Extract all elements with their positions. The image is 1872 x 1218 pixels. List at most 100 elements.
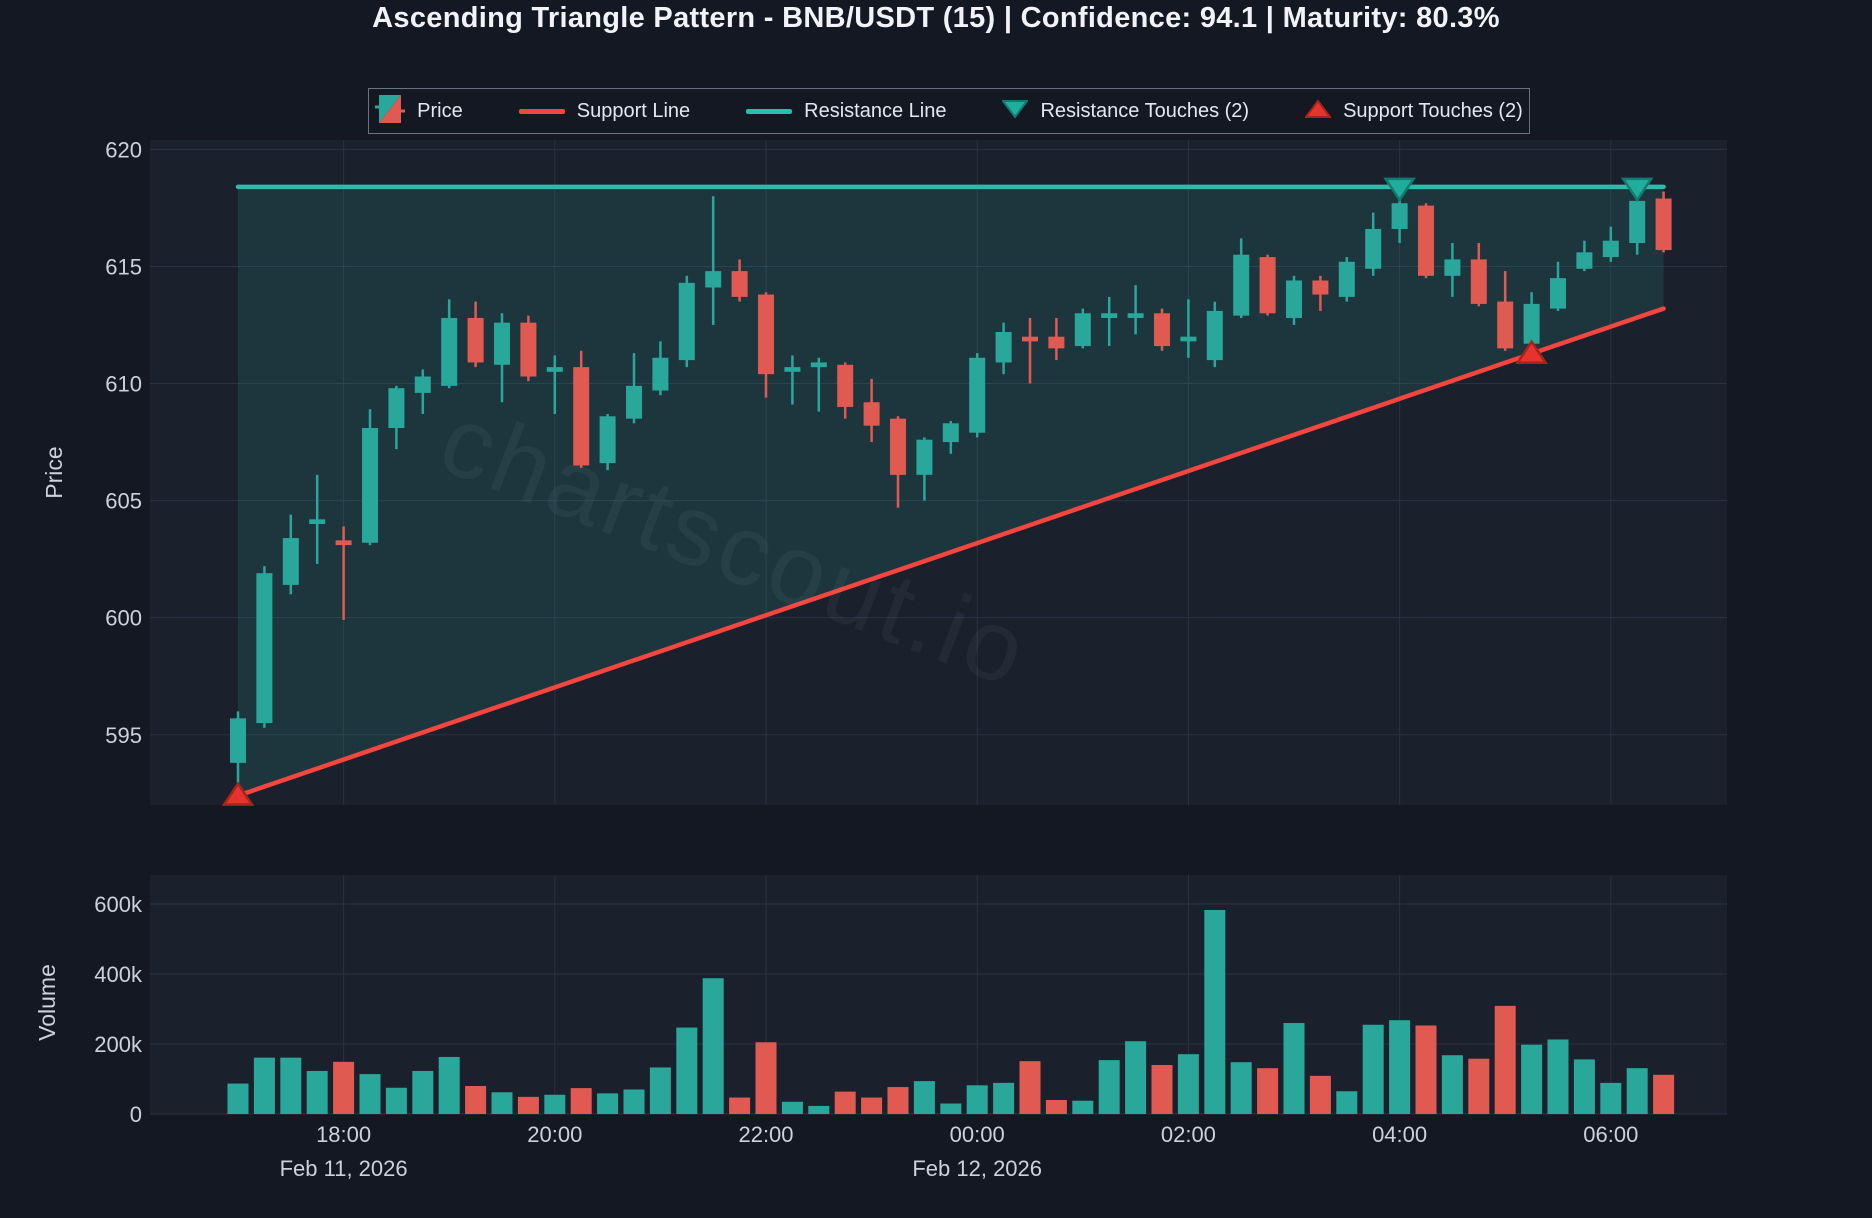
volume-bar [1125,1041,1147,1114]
volume-bar [1600,1082,1622,1114]
candle [599,416,616,464]
candlestick-icon [375,93,406,130]
volume-bars [227,909,1675,1114]
volume-bar [676,1027,698,1114]
candle [863,402,880,426]
svg-text:600: 600 [105,606,142,631]
volume-bar [359,1074,381,1114]
volume-bar [253,1057,275,1114]
svg-text:20:00: 20:00 [527,1122,582,1147]
legend-item-resistance-touches[interactable]: Resistance Touches (2) [1001,99,1249,124]
candle [1312,280,1329,295]
volume-bar [1257,1068,1279,1114]
svg-text:04:00: 04:00 [1372,1122,1427,1147]
volume-bar [1362,1024,1384,1114]
axis-labels: 620 615 610 605 600 595 600k 400k 200k 0 18:00 20:0… [34,137,1638,1181]
legend-label: Price [417,99,463,122]
candle [282,538,299,585]
support-line-icon [518,108,565,114]
candle [1418,205,1434,276]
candle [784,367,801,372]
candle [1655,198,1672,251]
candle [1286,280,1302,318]
volume-bar [517,1096,539,1114]
candle [362,428,378,543]
volume-bar [570,1088,592,1114]
volume-bar [1151,1065,1173,1114]
candle [520,322,537,377]
svg-text:610: 610 [105,372,142,397]
resistance-touch-marker [1383,177,1416,203]
legend-item-resistance-line[interactable]: Resistance Line [746,100,946,123]
volume-bar [1309,1075,1331,1114]
support-touch-icon [1304,98,1333,124]
candle [916,439,933,475]
candle [1180,336,1197,342]
volume-bar [755,1042,777,1114]
candlesticks [230,189,1672,794]
candle [1444,259,1461,276]
volume-bar [861,1097,883,1114]
svg-text:595: 595 [105,723,142,748]
volume-bar [1573,1059,1595,1114]
candle [810,362,827,368]
candle [1154,313,1170,347]
candle [1101,313,1118,318]
volume-bar [1441,1055,1463,1114]
legend-item-price[interactable]: Price [375,93,463,130]
volume-bar [385,1087,407,1114]
support-touch-marker [221,781,255,806]
legend-item-support-line[interactable]: Support Line [518,100,690,123]
candle [969,357,986,433]
volume-bar [1521,1044,1543,1114]
volume-bar [887,1087,909,1114]
svg-text:22:00: 22:00 [738,1122,793,1147]
page-title: Ascending Triangle Pattern - BNB/USDT (1… [372,2,1500,34]
svg-text:0: 0 [130,1102,142,1127]
volume-bar [1415,1025,1437,1114]
candle [705,271,722,288]
support-line [235,306,1666,798]
candle [1391,203,1408,229]
svg-text:06:00: 06:00 [1583,1122,1638,1147]
svg-text:18:00: 18:00 [316,1122,371,1147]
volume-bar [1230,1062,1252,1114]
volume-bar [1045,1100,1067,1114]
candle [1074,313,1091,347]
volume-bar [781,1101,803,1114]
svg-text:Price: Price [41,446,67,498]
candle [335,540,352,546]
volume-bar [702,978,724,1114]
volume-bar [1204,909,1226,1114]
volume-bar [834,1091,856,1114]
legend-item-support-touches[interactable]: Support Touches (2) [1304,98,1523,124]
svg-text:Volume: Volume [34,964,60,1041]
volume-bar [544,1094,566,1114]
resistance-touch-icon [1001,99,1030,124]
candle [546,367,563,372]
resistance-touch-marker [1620,177,1654,203]
volume-bar [227,1083,249,1114]
candle [494,322,510,365]
volume-bar [1098,1060,1120,1114]
candle [1629,200,1646,244]
volume-bar [1019,1061,1041,1114]
svg-text:600k: 600k [94,892,143,917]
candle [652,357,669,391]
legend: Price Support Line Resistance Line Resis… [368,88,1530,134]
volume-bar [333,1061,355,1114]
candle [414,376,431,393]
volume-bar [306,1070,328,1114]
volume-bar [649,1067,671,1114]
volume-bar [465,1086,487,1114]
candle [837,364,854,407]
volume-bar [1283,1023,1305,1114]
legend-label: Support Touches (2) [1343,99,1523,122]
candle [731,271,748,297]
candle [230,718,246,763]
candle [1233,254,1250,316]
touch-markers [221,177,1654,806]
volume-bar [1177,1054,1199,1114]
volume-bar [1626,1068,1648,1114]
volume-bar [412,1070,434,1114]
